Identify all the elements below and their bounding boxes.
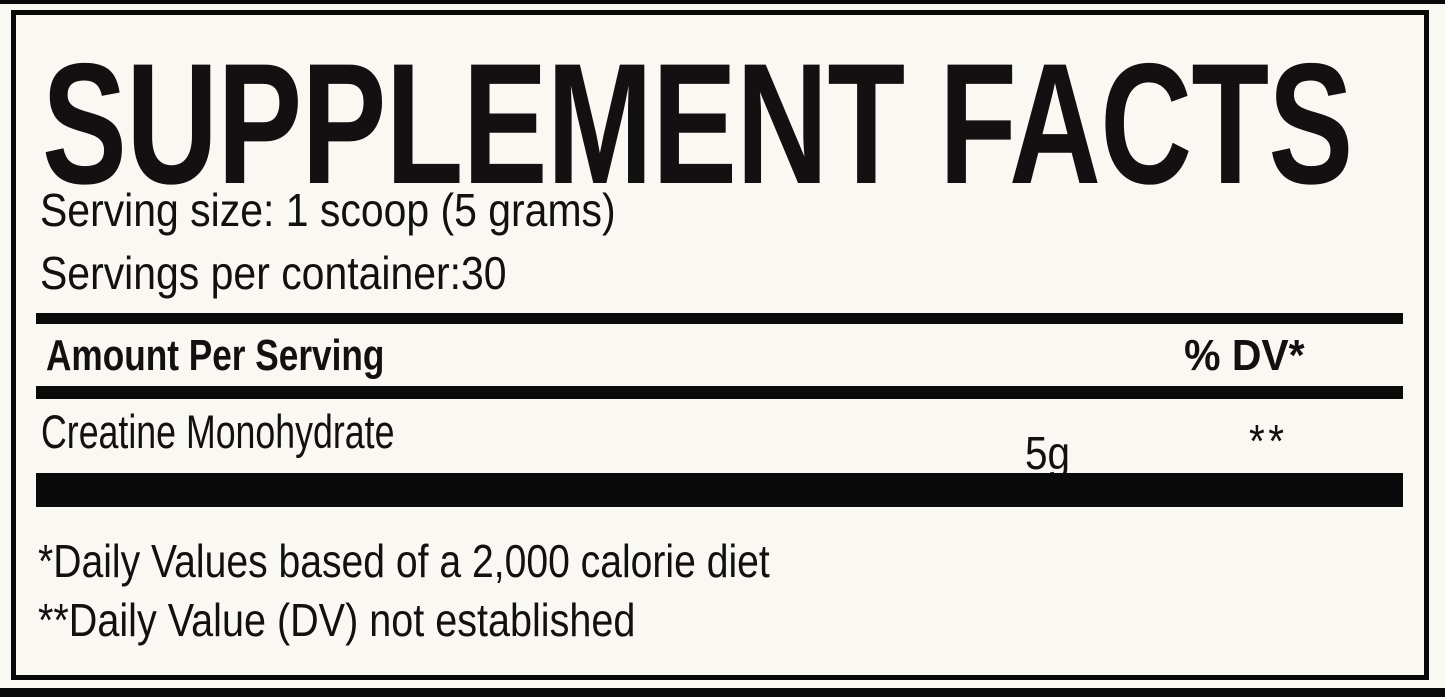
serving-size-text: Serving size: 1 scoop (5 grams) [40,184,616,236]
separator-bar-thick-bottom [36,473,1403,507]
ingredient-daily-value: ** [1249,415,1288,467]
supplement-facts-title: SUPPLEMENT FACTS [42,28,1353,220]
percent-dv-header: % DV* [1175,334,1305,378]
footnote-daily-values: *Daily Values based of a 2,000 calorie d… [38,535,770,587]
label-border-frame [11,10,1429,680]
separator-bar-below-header [36,386,1403,399]
ingredient-name: Creatine Monohydrate [41,405,395,458]
top-edge-strip [0,0,1445,4]
percent-dv-header-text: % DV* [1184,331,1305,380]
footnote-dv-not-established: **Daily Value (DV) not established [38,594,636,646]
separator-bar-above-header [36,313,1403,324]
amount-per-serving-header: Amount Per Serving [46,331,385,380]
servings-per-container-text: Servings per container:30 [40,247,507,299]
ingredient-amount: 5g [1025,427,1071,479]
bottom-edge-strip [0,688,1445,697]
